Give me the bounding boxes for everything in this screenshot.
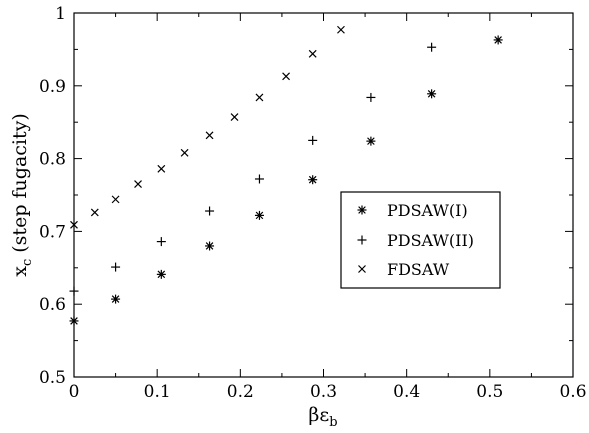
legend-box	[340, 191, 501, 289]
legend-marker-pdsaw-ii	[357, 235, 367, 245]
pdsaw-ii-point	[156, 237, 166, 247]
legend-marker-pdsaw-i	[357, 205, 367, 215]
legend-label-pdsaw-i: PDSAW(I)	[387, 201, 468, 220]
legend-label-pdsaw-ii: PDSAW(II)	[387, 231, 474, 250]
y-tick-label: 0.8	[39, 150, 66, 170]
x-axis-title: βεb	[308, 404, 337, 430]
legend: PDSAW(I) PDSAW(II) FDSAW	[340, 191, 501, 289]
fdsaw-point	[180, 148, 189, 157]
pdsaw-ii-point	[205, 206, 215, 216]
pdsaw-ii-point	[111, 262, 121, 272]
pdsaw-i-point	[69, 316, 79, 326]
y-tick-label: 0.7	[39, 222, 66, 242]
axis-ticks	[73, 12, 574, 378]
y-tick-labels: 0.5 0.6 0.7 0.8 0.9 1	[39, 4, 66, 388]
y-axis-title: xc (step fugacity)	[9, 113, 35, 277]
fdsaw-point	[337, 25, 345, 34]
pdsaw-ii-point	[427, 42, 437, 52]
fdsaw-point	[157, 164, 166, 173]
pdsaw-i-point	[427, 89, 437, 99]
plot-frame	[73, 12, 574, 378]
fdsaw-point	[134, 180, 142, 189]
x-tick-label: 0.1	[144, 382, 171, 402]
fdsaw-point	[205, 131, 214, 140]
y-tick-label: 0.6	[39, 295, 66, 315]
fdsaw-point	[90, 208, 99, 217]
legend-marker-fdsaw	[358, 265, 366, 273]
fdsaw-point	[230, 113, 239, 122]
pdsaw-i-point	[205, 241, 215, 251]
pdsaw-i-point	[156, 269, 166, 279]
x-tick-label: 0.5	[476, 382, 503, 402]
x-tick-label: 0.3	[310, 382, 337, 402]
fdsaw-point	[282, 72, 290, 81]
fdsaw-point	[111, 195, 120, 204]
pdsaw-ii-point	[69, 286, 79, 296]
y-tick-label: 1	[55, 4, 66, 24]
pdsaw-i-point	[308, 175, 318, 185]
pdsaw-ii-point	[254, 174, 264, 184]
pdsaw-i-point	[493, 35, 503, 45]
fdsaw-point	[70, 220, 78, 229]
pdsaw-ii-point	[308, 135, 318, 145]
x-tick-label: 0.2	[227, 382, 254, 402]
legend-label-fdsaw: FDSAW	[387, 260, 450, 279]
pdsaw-i-point	[111, 294, 121, 304]
legend-markers	[357, 205, 367, 273]
data-points	[69, 25, 503, 326]
x-tick-label: 0.6	[559, 382, 586, 402]
pdsaw-i-point	[254, 210, 264, 220]
x-tick-label: 0.4	[393, 382, 420, 402]
x-tick-label: 0	[69, 382, 80, 402]
y-tick-label: 0.5	[39, 368, 66, 388]
fdsaw-point	[308, 49, 317, 58]
x-tick-labels: 0 0.1 0.2 0.3 0.4 0.5 0.6	[69, 382, 587, 402]
fdsaw-point	[255, 93, 264, 102]
pdsaw-i-point	[366, 136, 376, 146]
y-tick-label: 0.9	[39, 77, 66, 97]
pdsaw-ii-point	[366, 92, 376, 102]
